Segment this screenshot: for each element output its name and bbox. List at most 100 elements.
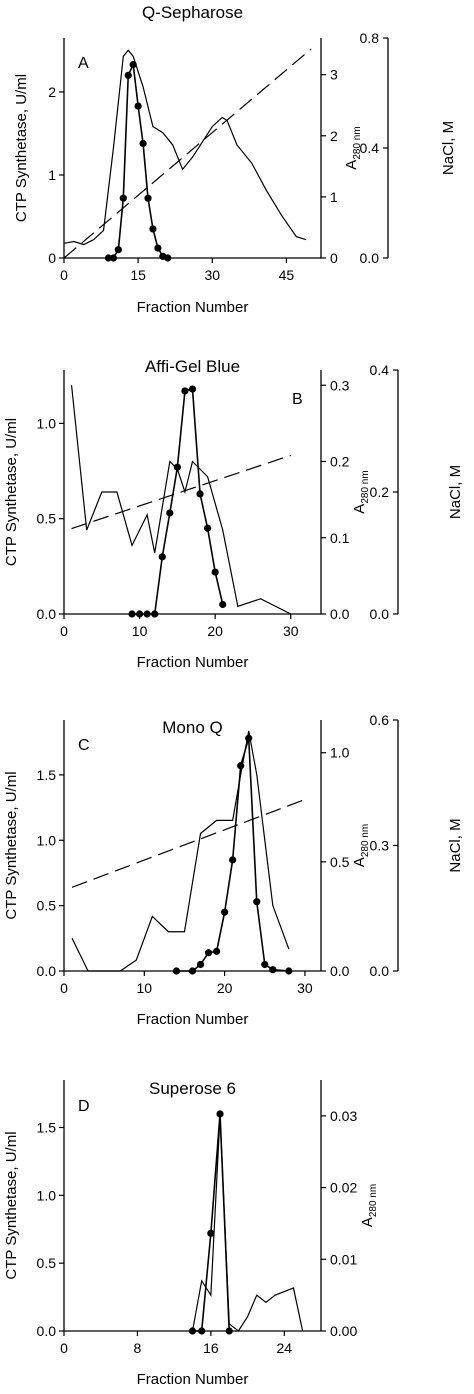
- activity-data-point: [128, 610, 136, 618]
- y2-label-sub: 280 nm: [352, 126, 363, 159]
- y3-tick-label: 0.6: [370, 712, 390, 728]
- activity-data-point: [144, 194, 152, 202]
- panel-c: Mono Q 0 10 20 30 Fraction Number 0.0 0.5 1.0 1.5…: [3, 712, 464, 1028]
- y3-tick-label: 0.0: [360, 250, 380, 266]
- y2-axis-label: A280 nm: [351, 824, 371, 867]
- activity-data-point: [143, 610, 151, 618]
- y3-tick-label: 0.3: [370, 838, 390, 854]
- panel-label: A: [78, 55, 89, 72]
- panel-b: Affi-Gel Blue 0 10 20 30 Fraction Number 0.0 0.…: [3, 357, 464, 671]
- y2-axis-label: A280 nm: [359, 1184, 379, 1227]
- panel-label: B: [292, 391, 303, 408]
- activity-data-point: [219, 600, 227, 609]
- nacl-gradient-line: [71, 798, 306, 888]
- y2-tick-label: 0.3: [330, 377, 350, 393]
- activity-data-point: [188, 385, 197, 393]
- x-tick-label: 10: [137, 980, 153, 996]
- y-tick-label: 1: [48, 167, 56, 183]
- y2-label-sub: 280 nm: [360, 824, 371, 857]
- y2-tick-label: 0.01: [330, 1251, 357, 1267]
- activity-data-point: [109, 254, 118, 262]
- y-tick-label: 0.5: [37, 1255, 57, 1271]
- activity-data-point: [285, 967, 293, 975]
- activity-data-point: [154, 244, 162, 252]
- x-tick-label: 20: [207, 623, 223, 639]
- y-axis-label: CTP Synthetase, U/ml: [13, 74, 30, 222]
- y2-label-main: A: [343, 160, 360, 170]
- y2-tick-label: 3: [330, 67, 338, 83]
- panel-label: D: [78, 1098, 90, 1115]
- x-axis-label: Fraction Number: [137, 654, 249, 671]
- activity-data-point: [119, 194, 127, 202]
- activity-data-point: [139, 139, 147, 148]
- activity-data-point: [164, 254, 172, 262]
- activity-data-point: [188, 967, 197, 975]
- y2-label-main: A: [351, 857, 368, 867]
- y-tick-label: 1.0: [37, 832, 57, 848]
- y2-tick-label: 1: [330, 189, 338, 205]
- y3-axis-label: NaCl, M: [447, 465, 464, 519]
- activity-data-point: [204, 524, 212, 532]
- activity-data-point: [245, 734, 253, 742]
- y3-tick-label: 0.0: [370, 963, 390, 979]
- y-tick-label: 0.0: [37, 963, 57, 979]
- y3-tick-label: 0.2: [370, 484, 390, 500]
- y3-axis-label: NaCl, M: [447, 818, 464, 872]
- chart-title: Affi-Gel Blue: [145, 357, 240, 376]
- activity-data-point: [166, 509, 174, 517]
- y-tick-label: 1.0: [37, 1187, 57, 1203]
- x-tick-label: 24: [276, 1340, 292, 1356]
- y2-tick-label: 0.00: [330, 1323, 357, 1339]
- activity-data-point: [269, 966, 277, 974]
- x-tick-label: 10: [132, 623, 148, 639]
- y3-tick-label: 0.8: [360, 30, 380, 46]
- a280-series-line: [191, 1115, 304, 1332]
- y-tick-label: 0.0: [37, 1323, 57, 1339]
- activity-data-point: [104, 254, 113, 262]
- y3-tick-label: 0.4: [370, 362, 390, 378]
- activity-data-point: [204, 949, 213, 957]
- x-tick-label: 30: [297, 980, 313, 996]
- y2-tick-label: 0.02: [330, 1180, 357, 1196]
- activity-data-point: [253, 898, 261, 906]
- y2-label-main: A: [351, 504, 368, 514]
- y2-tick-label: 0.5: [330, 854, 350, 870]
- activity-data-point: [151, 610, 159, 618]
- activity-data-point: [114, 246, 122, 254]
- activity-data-point: [196, 960, 205, 969]
- activity-data-point: [225, 1327, 233, 1335]
- x-tick-label: 0: [60, 267, 68, 283]
- activity-data-point: [135, 610, 144, 618]
- x-axis-label: Fraction Number: [137, 1011, 249, 1028]
- panel-label: C: [78, 737, 90, 754]
- chart-title: Q-Sepharose: [142, 3, 243, 22]
- x-tick-label: 0: [60, 623, 68, 639]
- y2-tick-label: 0.0: [330, 606, 350, 622]
- x-tick-label: 30: [283, 623, 299, 639]
- activity-data-point: [212, 947, 221, 955]
- x-tick-label: 15: [130, 267, 146, 283]
- a280-series-line: [63, 49, 307, 246]
- activity-data-point: [149, 225, 157, 233]
- y3-axis-label: NaCl, M: [440, 121, 457, 175]
- activity-series-line: [108, 61, 169, 259]
- chart-title: Superose 6: [149, 1079, 236, 1098]
- y-axis-label: CTP Synthetase, U/ml: [3, 771, 20, 919]
- activity-data-point: [211, 568, 219, 576]
- activity-data-point: [158, 553, 166, 561]
- y-tick-label: 1.5: [37, 1119, 57, 1135]
- y3-tick-label: 0.0: [370, 606, 390, 622]
- y2-label-sub: 280 nm: [360, 470, 371, 503]
- x-tick-label: 8: [134, 1340, 142, 1356]
- y3-tick-label: 0.4: [360, 140, 380, 156]
- activity-data-point: [261, 960, 269, 969]
- panel-d: Superose 6 0 8 16 24 Fraction Number 0.0 0.5 1.0…: [3, 1079, 379, 1388]
- x-tick-label: 0: [60, 1340, 68, 1356]
- y2-tick-label: 0.2: [330, 454, 350, 470]
- y-tick-label: 0.5: [37, 511, 57, 527]
- x-tick-label: 16: [203, 1340, 219, 1356]
- x-tick-label: 45: [279, 267, 295, 283]
- y-tick-label: 0: [48, 250, 56, 266]
